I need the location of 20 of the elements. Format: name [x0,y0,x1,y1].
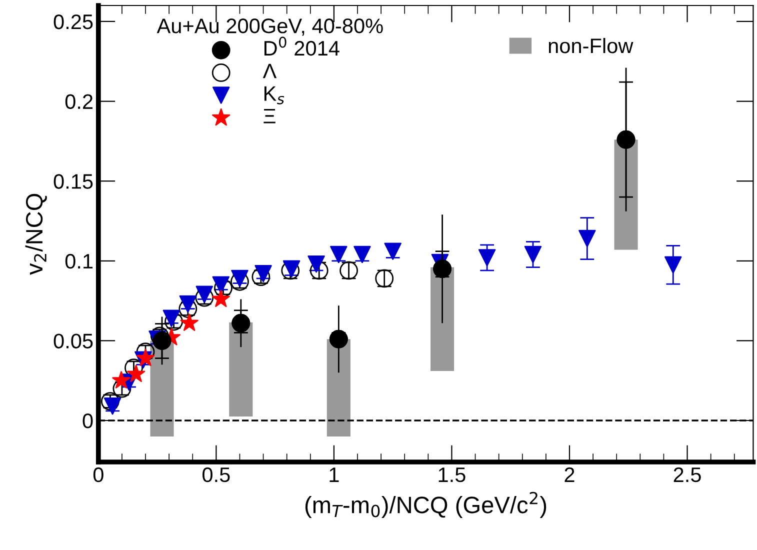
x-tick-label: 0 [93,467,104,482]
x-tick-label: 1.5 [438,468,466,482]
legend-label: Λ [262,64,277,78]
y-tick-label: 0.1 [65,254,93,269]
legend-label: K$_{s}$ [264,86,284,104]
legend-label: Ξ [264,108,276,124]
y-tick-label: 0.05 [54,334,93,348]
legend-label: D$^{0}$ 2014 [264,36,340,56]
x-tick-label: 2 [564,467,574,482]
legend-label: non-Flow [548,38,634,54]
x-axis-title: (m$_{T}$-m$_{0}$)/NCQ (GeV/c$^{2}$) [305,492,546,518]
y-axis-title: v$_{2}$/NCQ [25,194,47,275]
y-tick-label: 0.25 [54,14,93,30]
y-tick-label: 0.2 [65,94,93,110]
x-tick-label: 0.5 [202,467,230,482]
x-tick-label: 2.5 [674,467,701,482]
y-tick-label: 0.15 [54,174,93,189]
legend-title: Au+Au 200GeV, 40-80% [156,18,383,36]
x-tick-label: 1 [330,468,339,482]
y-tick-label: 0 [82,414,93,428]
